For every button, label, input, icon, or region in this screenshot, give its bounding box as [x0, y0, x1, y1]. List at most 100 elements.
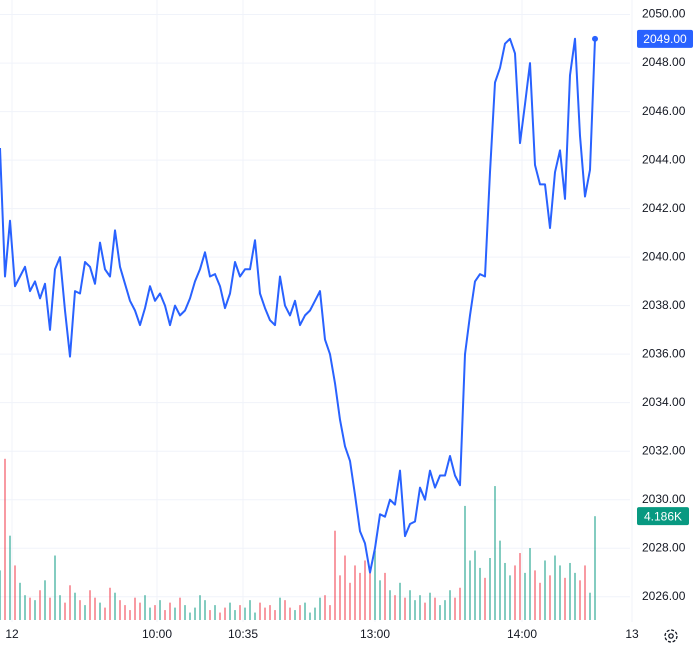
volume-bar — [99, 602, 101, 620]
volume-bar — [539, 582, 541, 620]
volume-bar — [264, 607, 266, 620]
volume-bar — [174, 607, 176, 620]
volume-bar — [394, 595, 396, 620]
volume-bar — [224, 607, 226, 620]
volume-bar — [219, 612, 221, 620]
volume-bar — [459, 587, 461, 620]
price-label-box — [637, 29, 693, 48]
x-tick-label: 13 — [625, 627, 639, 641]
volume-bar — [569, 562, 571, 620]
volume-bar — [554, 555, 556, 620]
gear-outline — [664, 629, 678, 643]
volume-bar — [374, 550, 376, 620]
volume-bar — [194, 607, 196, 620]
volume-bar — [319, 597, 321, 620]
volume-bar — [69, 585, 71, 620]
y-tick-label: 2030.00 — [642, 492, 686, 506]
volume-bar — [239, 605, 241, 620]
volume-bar — [254, 612, 256, 620]
volume-bar — [294, 610, 296, 620]
volume-bar — [519, 553, 521, 620]
volume-bar — [434, 597, 436, 620]
volume-bar — [169, 602, 171, 620]
volume-bar — [509, 575, 511, 620]
volume-bar — [334, 530, 336, 620]
volume-bar — [359, 572, 361, 620]
volume-bar — [259, 602, 261, 620]
volume-bar — [234, 610, 236, 620]
volume-bar — [549, 575, 551, 620]
volume-bar — [39, 590, 41, 620]
y-tick-label: 2048.00 — [642, 55, 686, 69]
volume-bar — [344, 555, 346, 620]
volume-bar — [479, 567, 481, 620]
volume-bar — [594, 516, 596, 620]
volume-bar — [269, 605, 271, 620]
y-tick-label: 2034.00 — [642, 395, 686, 409]
y-tick-label: 2026.00 — [642, 589, 686, 603]
volume-bar — [484, 577, 486, 620]
volume-bar — [129, 610, 131, 620]
volume-bar — [244, 607, 246, 620]
volume-bar — [104, 607, 106, 620]
volume-bar — [429, 592, 431, 620]
volume-bar — [134, 597, 136, 620]
volume-bar — [249, 600, 251, 620]
volume-bar — [504, 562, 506, 620]
volume-label-box — [637, 507, 689, 526]
y-tick-label: 2036.00 — [642, 346, 686, 360]
volume-bar — [399, 582, 401, 620]
volume-bar — [19, 582, 21, 620]
settings-icon[interactable] — [664, 629, 678, 643]
volume-bar — [279, 597, 281, 620]
volume-bar — [474, 550, 476, 620]
volume-bar — [409, 590, 411, 620]
volume-bar — [389, 590, 391, 620]
volume-bar — [149, 607, 151, 620]
volume-bar — [354, 565, 356, 620]
volume-bar — [534, 570, 536, 620]
x-tick-label: 10:00 — [142, 627, 172, 641]
volume-bar — [449, 590, 451, 620]
volume-bar — [24, 595, 26, 620]
volume-bar — [74, 592, 76, 620]
volume-bar — [369, 567, 371, 620]
volume-bar — [514, 565, 516, 620]
volume-bar — [384, 572, 386, 620]
y-tick-label: 2046.00 — [642, 104, 686, 118]
volume-bar — [89, 590, 91, 620]
volume-bar — [289, 607, 291, 620]
volume-bar — [229, 602, 231, 620]
volume-bar — [144, 595, 146, 620]
volume-bar — [64, 602, 66, 620]
y-tick-label: 2042.00 — [642, 201, 686, 215]
volume-bar — [564, 577, 566, 620]
volume-bar — [0, 570, 1, 620]
volume-bar — [379, 580, 381, 620]
volume-bar — [159, 600, 161, 620]
volume-bar — [154, 605, 156, 620]
y-tick-label: 2032.00 — [642, 443, 686, 457]
volume-bar — [199, 595, 201, 620]
y-tick-label: 2038.00 — [642, 298, 686, 312]
volume-bar — [419, 595, 421, 620]
y-tick-label: 2040.00 — [642, 249, 686, 263]
volume-bar — [444, 600, 446, 620]
volume-bar — [579, 580, 581, 620]
volume-bar — [94, 597, 96, 620]
y-tick-label: 2028.00 — [642, 540, 686, 554]
volume-bar — [29, 597, 31, 620]
volume-bar — [114, 592, 116, 620]
volume-bar — [54, 555, 56, 620]
volume-bar — [494, 486, 496, 620]
volume-bar — [349, 582, 351, 620]
volume-bar — [414, 600, 416, 620]
volume-bar — [124, 605, 126, 620]
volume-bar — [329, 605, 331, 620]
x-tick-label: 13:00 — [360, 627, 390, 641]
volume-bar — [284, 600, 286, 620]
volume-bar — [34, 600, 36, 620]
volume-bar — [559, 565, 561, 620]
volume-bar — [364, 560, 366, 620]
